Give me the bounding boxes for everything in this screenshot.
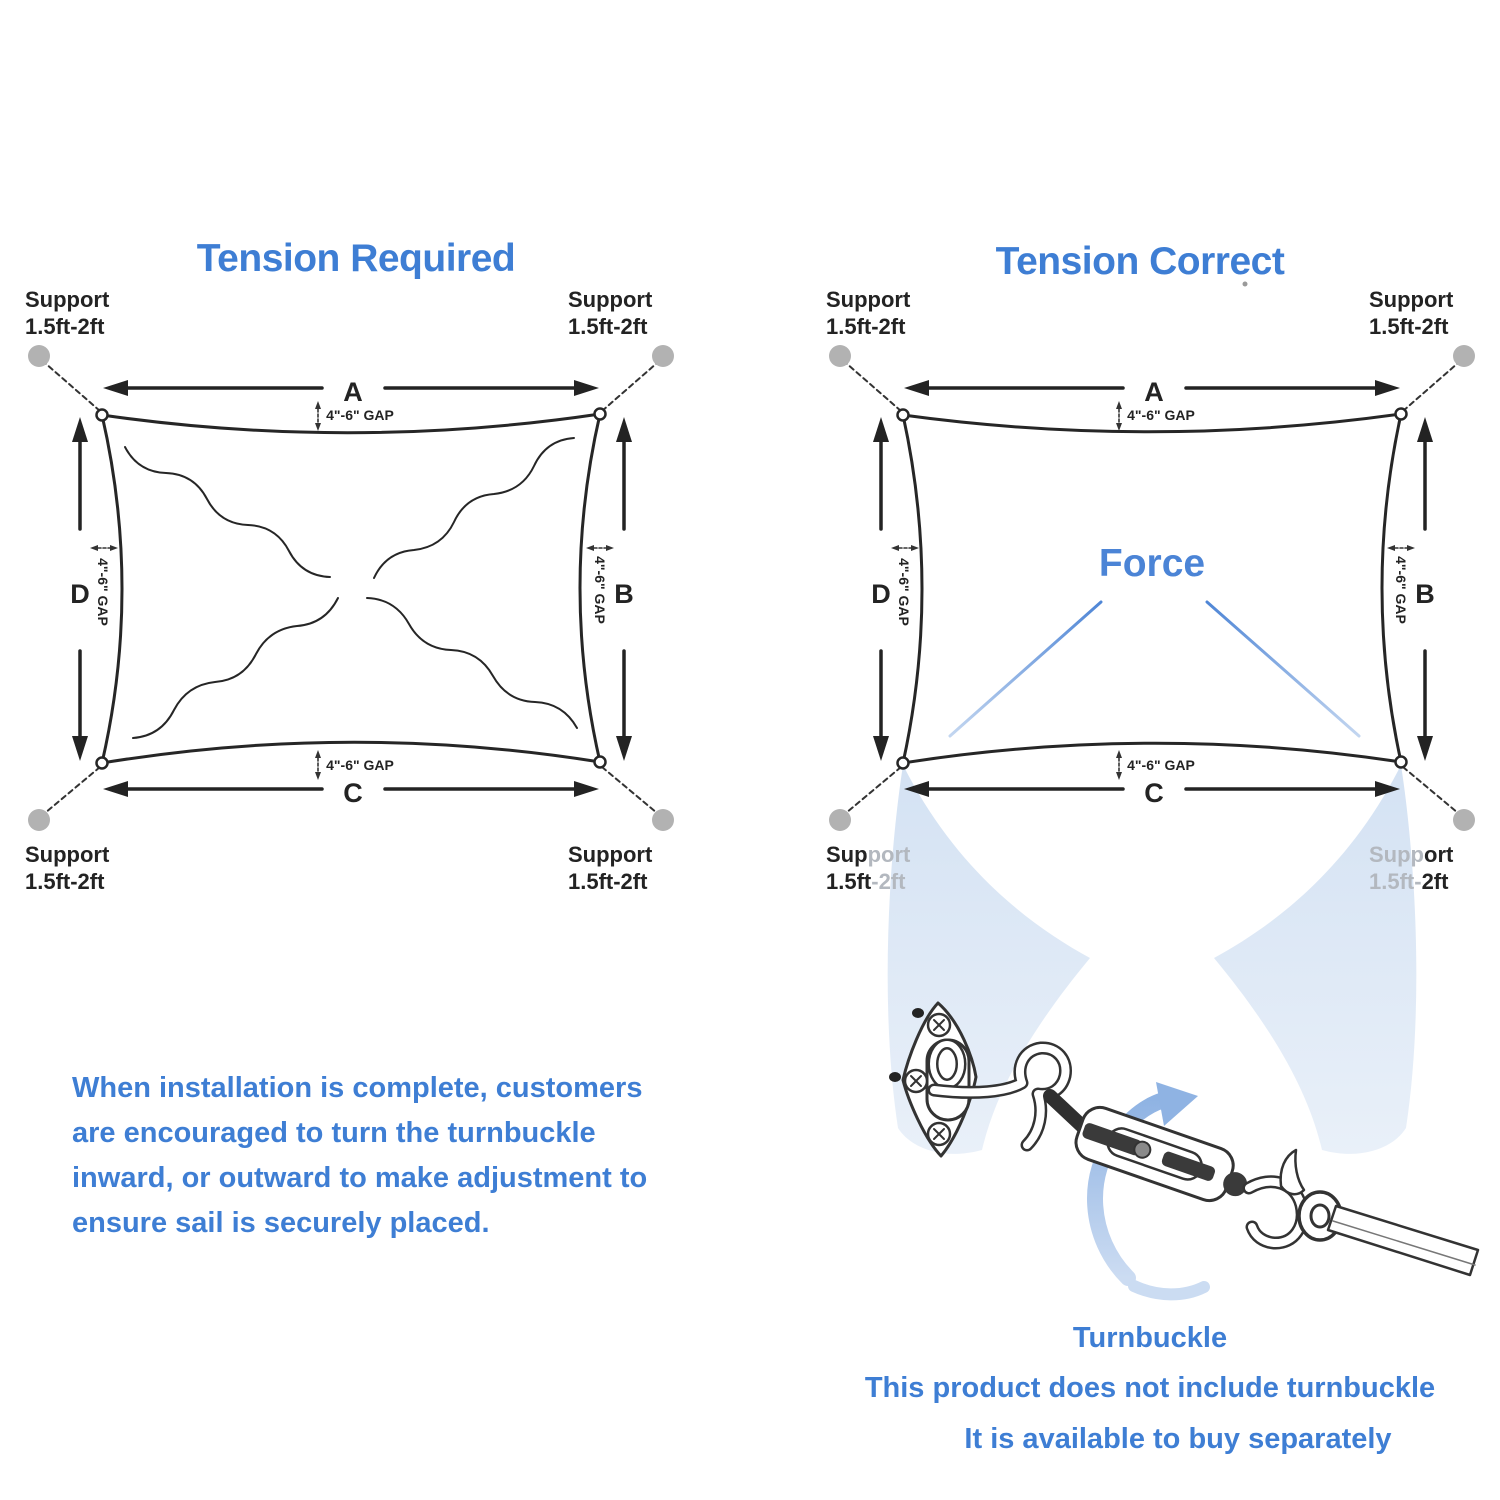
turnbuckle-heading: Turnbuckle (1072, 1322, 1228, 1354)
hook-icon (1242, 1148, 1309, 1250)
support-label-top-right: Support 1.5ft-2ft (568, 287, 653, 339)
corner-grommets (95, 407, 607, 770)
cable-rod (1326, 1204, 1480, 1277)
turnbuckle-note-line2: It is available to buy separately (964, 1423, 1392, 1455)
support-label-bottom-left: Support 1.5ft-2ft (25, 842, 110, 894)
measure-label-a: A (343, 377, 363, 407)
measure-arrows (78, 386, 626, 791)
gap-label-bottom: 4"-6" GAP (326, 757, 394, 773)
force-label: Force (1098, 542, 1206, 585)
gap-indicator-heads (90, 401, 614, 780)
wrinkle-lines (124, 437, 578, 739)
measure-label-b: B (614, 579, 634, 609)
corner-grommets (896, 407, 1408, 770)
turnbuckle-illustration (889, 1001, 1480, 1301)
measure-label-c: C (343, 778, 363, 808)
gap-label-left: 4"-6" GAP (95, 558, 111, 626)
force-lines (948, 600, 1361, 738)
support-label-bottom-right-faded: Support 1.5ft-2ft (1369, 842, 1454, 894)
gap-label-bottom: 4"-6" GAP (1127, 757, 1195, 773)
support-label-bottom-left-faded: Support 1.5ft-2ft (826, 842, 911, 894)
sail-outline (100, 412, 602, 765)
corner-tether-lines (44, 362, 658, 814)
measure-label-d: D (871, 579, 891, 609)
rotation-arrowhead-icon (1156, 1082, 1198, 1126)
measure-label-b: B (1415, 579, 1435, 609)
support-dots (829, 345, 1475, 831)
hook-icon (927, 1041, 1072, 1152)
installation-note: When installation is complete, customers… (72, 1072, 648, 1239)
measure-label-a: A (1144, 377, 1164, 407)
measure-arrowheads (873, 380, 1433, 797)
gap-label-right: 4"-6" GAP (592, 556, 608, 624)
tension-correct-figure (829, 281, 1475, 831)
turnbuckle-body (1074, 1105, 1248, 1203)
support-label-top-right: Support 1.5ft-2ft (1369, 287, 1454, 339)
tension-required-figure (28, 345, 674, 831)
stray-dot (1242, 281, 1248, 287)
support-label-top-left: Support 1.5ft-2ft (25, 287, 110, 339)
measure-label-d: D (70, 579, 90, 609)
measure-arrows (879, 386, 1427, 791)
left-diagram-title: Tension Required (196, 237, 516, 280)
support-dots (28, 345, 674, 831)
gap-label-top: 4"-6" GAP (326, 407, 394, 423)
gap-indicator-heads (891, 401, 1415, 780)
gap-label-right: 4"-6" GAP (1393, 556, 1409, 624)
screw-icons (903, 1012, 952, 1147)
turnbuckle-note-line1: This product does not include turnbuckle (864, 1372, 1436, 1404)
support-label-top-left: Support 1.5ft-2ft (826, 287, 911, 339)
gap-label-top: 4"-6" GAP (1127, 407, 1195, 423)
measure-label-c: C (1144, 778, 1164, 808)
measure-arrowheads (72, 380, 632, 797)
threaded-stud (1043, 1089, 1089, 1133)
right-diagram-title: Tension Correct (995, 240, 1285, 283)
support-label-bottom-right: Support 1.5ft-2ft (568, 842, 653, 894)
chain-link (927, 1038, 967, 1090)
gap-label-left: 4"-6" GAP (896, 558, 912, 626)
corner-tether-lines (845, 362, 1459, 814)
